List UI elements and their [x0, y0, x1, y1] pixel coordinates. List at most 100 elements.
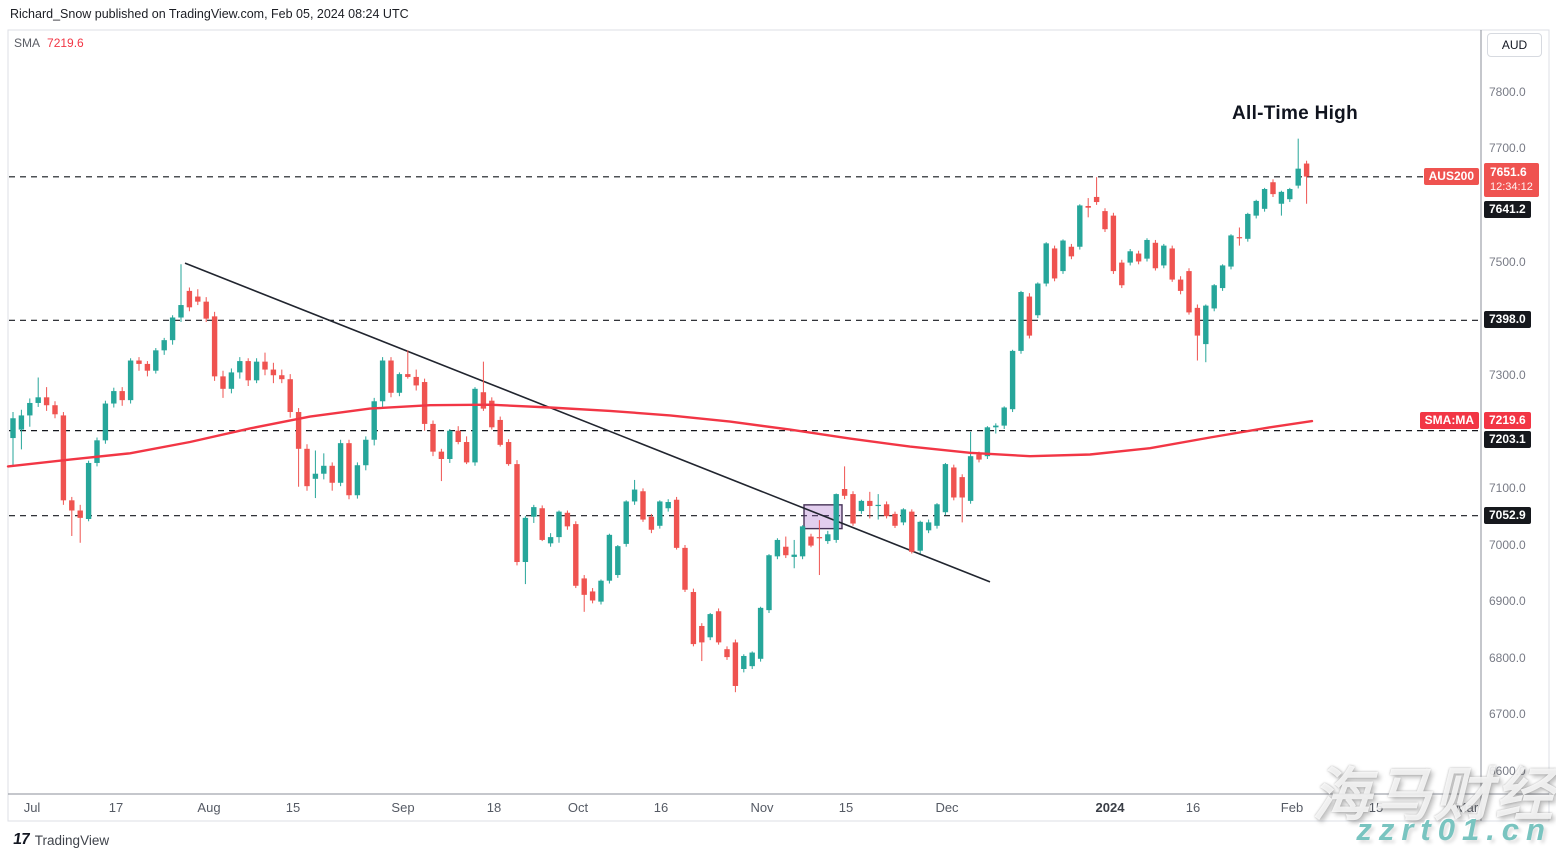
candle-body — [799, 526, 806, 557]
price-level-badge: 7641.2 — [1484, 201, 1531, 218]
candle-body — [472, 388, 478, 463]
candle-body — [883, 504, 890, 517]
candle-body — [1194, 307, 1201, 336]
price-axis-label: 7700.0 — [1489, 141, 1526, 156]
candle-body — [396, 374, 403, 393]
candle-body — [589, 591, 596, 601]
indicator-name: SMA — [14, 36, 41, 50]
candle-body — [69, 500, 75, 511]
candle-body — [514, 464, 520, 563]
candle-body — [909, 511, 915, 552]
price-axis-label: 6800.0 — [1489, 650, 1526, 665]
candle-body — [942, 464, 949, 513]
candle-body — [1093, 196, 1100, 203]
candle-body — [1161, 245, 1167, 266]
candle-body — [741, 655, 747, 669]
candle-body — [858, 500, 865, 512]
candle-body — [480, 392, 487, 409]
candle-body — [1026, 296, 1033, 336]
candle-body — [354, 465, 361, 496]
price-axis-label: 7800.0 — [1489, 84, 1526, 99]
candle-body — [833, 494, 839, 540]
tradingview-logo-icon: 17 — [11, 831, 31, 848]
candle-body — [455, 430, 461, 443]
candle-body — [1144, 239, 1150, 259]
candle-body — [279, 375, 285, 380]
candle-body — [220, 376, 226, 389]
tradingview-footer[interactable]: 17 TradingView — [11, 831, 109, 849]
time-axis-label: 16 — [1185, 800, 1201, 815]
candle-body — [169, 317, 176, 341]
time-axis-label: 16 — [653, 800, 669, 815]
candle-body — [1001, 407, 1007, 426]
indicator-legend: SMA 7219.6 — [14, 36, 84, 50]
candle-body — [421, 382, 428, 424]
candle-body — [581, 578, 587, 595]
candle-body — [1085, 206, 1091, 208]
candle-body — [388, 360, 394, 393]
candle-body — [489, 400, 495, 428]
candle-body — [337, 443, 344, 483]
candle-body — [631, 489, 638, 502]
candle-body — [816, 537, 823, 539]
candle-body — [1203, 305, 1209, 345]
candle-body — [1060, 240, 1066, 272]
candle-body — [77, 510, 83, 518]
price-axis-label: 7300.0 — [1489, 367, 1526, 382]
candle-body — [43, 397, 50, 406]
candle-body — [699, 625, 705, 643]
candle-body — [1102, 211, 1108, 230]
candle-body — [1043, 243, 1049, 284]
candle-body — [363, 439, 369, 466]
price-axis-label: 6900.0 — [1489, 594, 1526, 609]
time-axis-label: Oct — [567, 800, 589, 815]
candle-body — [505, 442, 512, 465]
candle-body — [715, 611, 722, 643]
candle-body — [1245, 213, 1251, 239]
candle-body — [463, 442, 470, 463]
candle-body — [287, 379, 293, 413]
time-axis-label: 18 — [486, 800, 502, 815]
candle-body — [615, 546, 621, 576]
candle-body — [1236, 237, 1243, 239]
candle-body — [405, 374, 411, 377]
candle-body — [1270, 182, 1276, 195]
candle-body — [10, 418, 16, 439]
currency-button[interactable]: AUD — [1487, 33, 1542, 57]
candle-body — [1228, 235, 1234, 267]
candle-body — [497, 419, 503, 445]
candle-body — [144, 363, 151, 371]
candle-body — [783, 546, 789, 556]
candle-body — [623, 501, 629, 544]
price-level-badge: 7052.9 — [1484, 507, 1531, 524]
candle-body — [657, 501, 663, 526]
candle-body — [522, 517, 529, 563]
time-axis-label: Mar — [1455, 800, 1479, 815]
candle-body — [52, 405, 58, 415]
candle-body — [682, 547, 688, 590]
sma-line — [6, 403, 1314, 468]
all-time-high-annotation: All-Time High — [1232, 103, 1358, 124]
candle-body — [153, 350, 159, 371]
candle-body — [1169, 248, 1175, 280]
candle-body — [959, 477, 965, 498]
candle-body — [94, 440, 100, 463]
candle-body — [850, 494, 856, 524]
time-axis-label: Feb — [1280, 800, 1304, 815]
candle-body — [900, 509, 907, 523]
candle-body — [732, 642, 739, 686]
candle-body — [892, 513, 898, 526]
candle-body — [1186, 271, 1192, 313]
candle-body — [1035, 283, 1041, 316]
indicator-value: 7219.6 — [47, 36, 84, 50]
candle-body — [1077, 205, 1083, 247]
candle-body — [295, 412, 302, 449]
candle-body — [539, 508, 545, 540]
candle-body — [951, 467, 957, 498]
last-price-value: 7651.6 — [1490, 165, 1527, 179]
candle-body — [1051, 248, 1058, 279]
candle-body — [640, 491, 646, 520]
time-axis-label: 15 — [285, 800, 301, 815]
candle-body — [161, 340, 167, 351]
